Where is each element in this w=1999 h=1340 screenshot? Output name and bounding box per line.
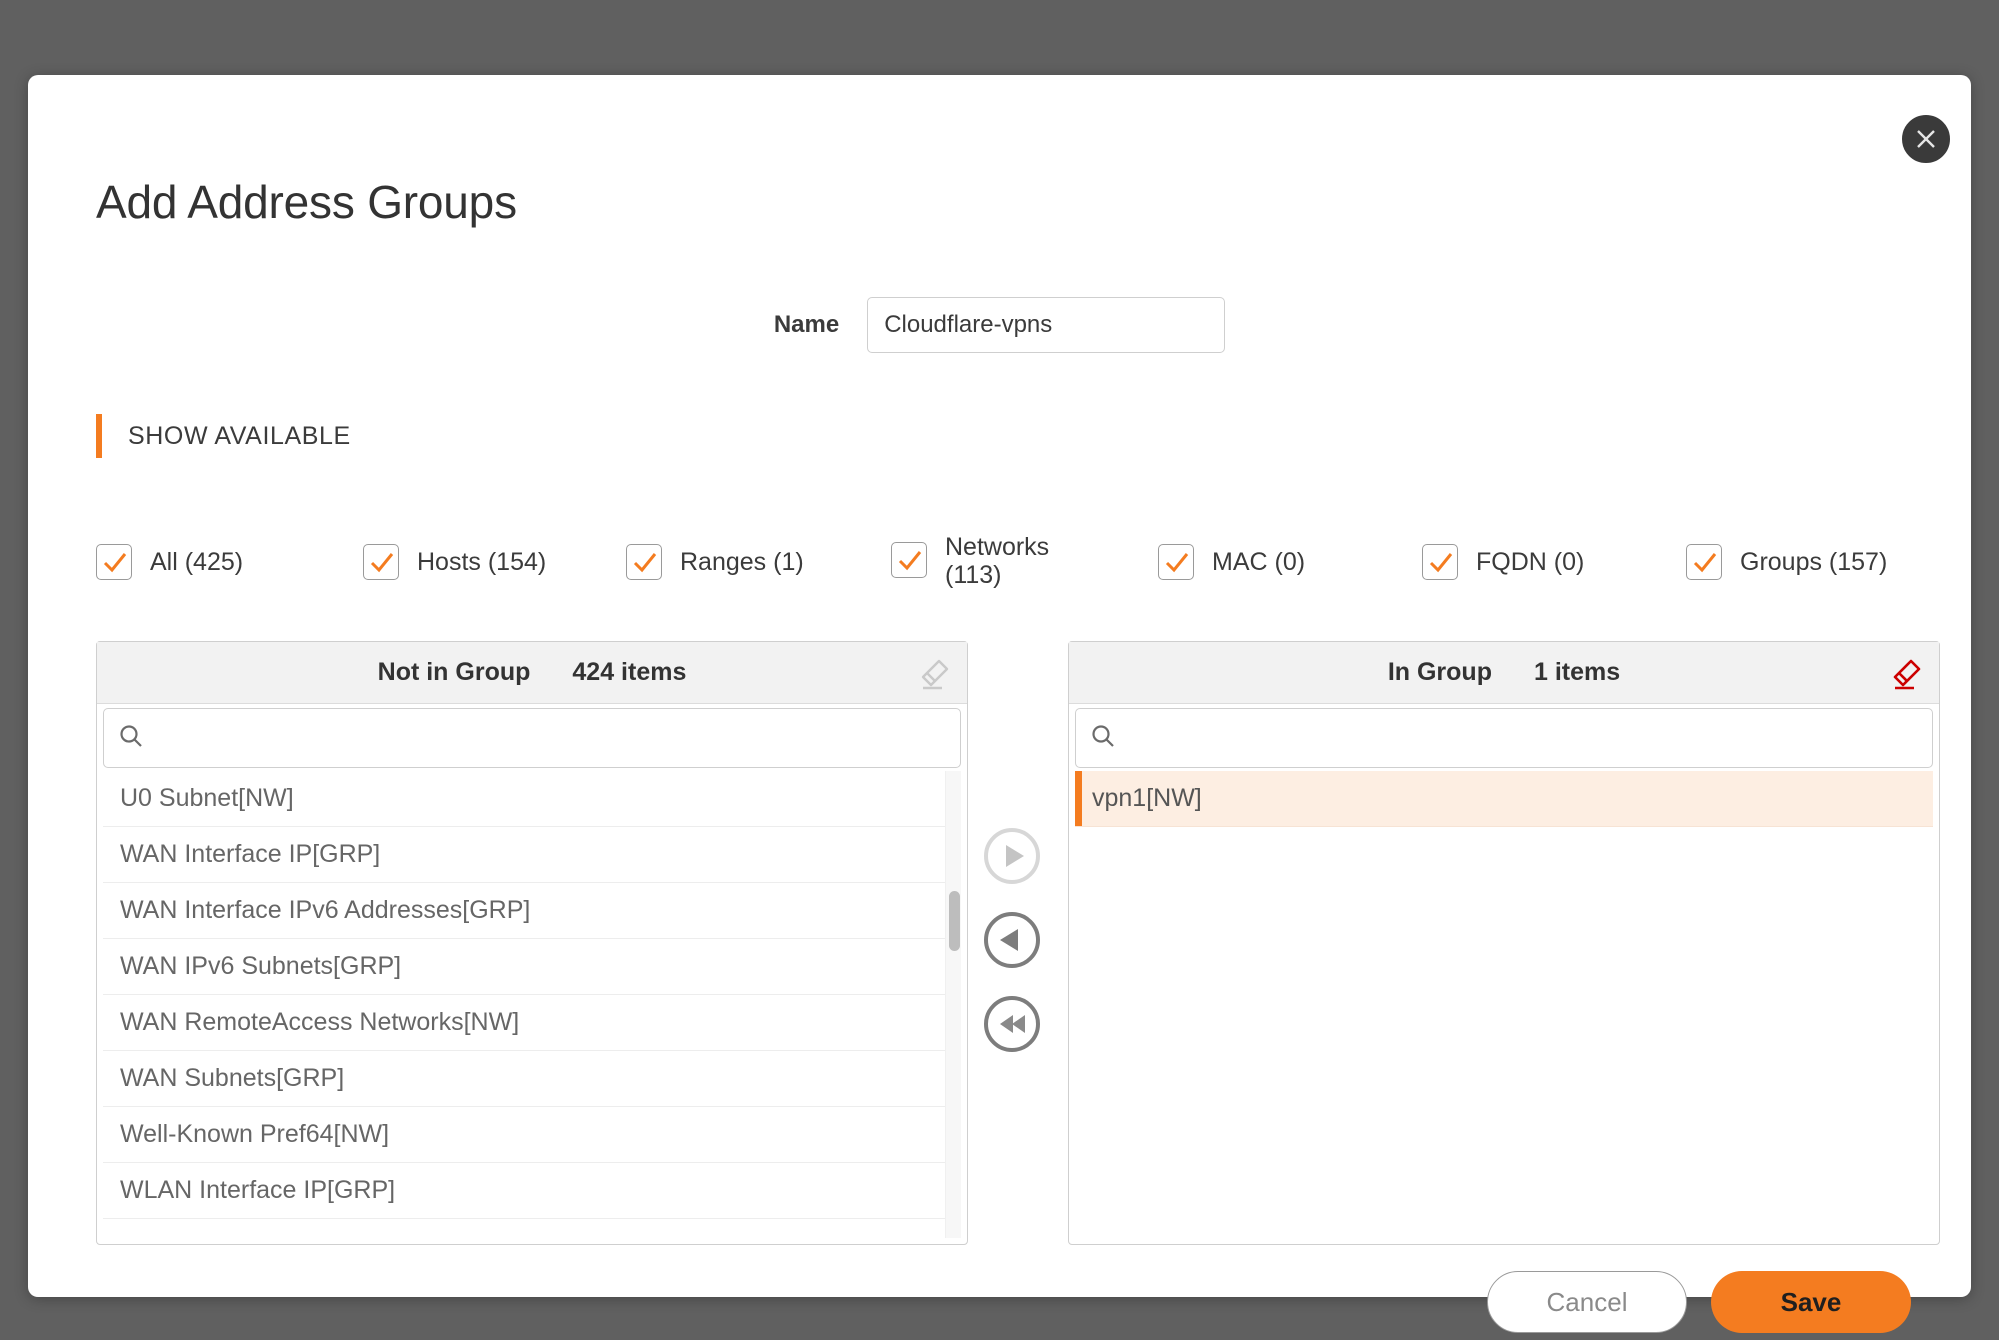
not-in-group-header: Not in Group 424 items — [97, 642, 967, 704]
filter-all[interactable]: All (425) — [96, 544, 243, 580]
move-right-button[interactable] — [983, 827, 1041, 885]
search-icon — [1090, 723, 1116, 754]
list-item[interactable]: WAN Subnets[GRP] — [103, 1051, 961, 1107]
accent-bar — [96, 414, 102, 458]
transfer-controls — [983, 827, 1053, 1079]
list-item[interactable]: WLAN Interface IP[GRP] — [103, 1163, 961, 1219]
checkbox-all[interactable] — [96, 544, 132, 580]
not-in-group-panel: Not in Group 424 items U0 Subnet[NW] — [96, 641, 968, 1245]
list-item[interactable]: U0 Subnet[NW] — [103, 771, 961, 827]
not-in-group-search[interactable] — [103, 708, 961, 768]
checkbox-fqdn[interactable] — [1422, 544, 1458, 580]
filter-groups-label: Groups (157) — [1740, 548, 1888, 576]
filter-mac[interactable]: MAC (0) — [1158, 544, 1305, 580]
save-button[interactable]: Save — [1711, 1271, 1911, 1333]
move-left-button[interactable] — [983, 911, 1041, 969]
filter-networks[interactable]: Networks (113) — [891, 531, 1049, 589]
in-group-header: In Group 1 items — [1069, 642, 1939, 704]
not-in-group-list[interactable]: U0 Subnet[NW] WAN Interface IP[GRP] WAN … — [103, 771, 961, 1238]
list-item[interactable]: vpn1[NW] — [1075, 771, 1933, 827]
list-item[interactable]: WAN RemoteAccess Networks[NW] — [103, 995, 961, 1051]
cancel-button[interactable]: Cancel — [1487, 1271, 1687, 1333]
filter-networks-label: Networks (113) — [945, 533, 1050, 589]
filter-ranges[interactable]: Ranges (1) — [626, 544, 804, 580]
name-row: Name — [28, 297, 1971, 353]
list-item[interactable]: Well-Known Pref64[NW] — [103, 1107, 961, 1163]
filter-hosts[interactable]: Hosts (154) — [363, 544, 546, 580]
not-in-group-title: Not in Group — [377, 658, 531, 686]
filter-mac-label: MAC (0) — [1212, 548, 1306, 576]
filter-fqdn-label: FQDN (0) — [1476, 548, 1585, 576]
filter-groups[interactable]: Groups (157) — [1686, 544, 1887, 580]
clear-right-eraser-icon[interactable] — [1887, 655, 1923, 691]
checkbox-networks[interactable] — [891, 542, 927, 578]
in-group-panel: In Group 1 items vpn1[NW] — [1068, 641, 1940, 1245]
page-title: Add Address Groups — [96, 176, 517, 228]
checkbox-groups[interactable] — [1686, 544, 1722, 580]
checkbox-ranges[interactable] — [626, 544, 662, 580]
close-button[interactable] — [1898, 111, 1954, 167]
list-item[interactable]: WAN Interface IPv6 Addresses[GRP] — [103, 883, 961, 939]
list-item[interactable]: WAN Interface IP[GRP] — [103, 827, 961, 883]
name-label: Name — [773, 311, 840, 338]
move-all-left-button[interactable] — [983, 995, 1041, 1053]
not-in-group-count: 424 items — [572, 658, 687, 686]
dialog-footer: Cancel Save — [28, 1271, 1971, 1333]
in-group-search-input[interactable] — [1116, 709, 1932, 767]
in-group-list[interactable]: vpn1[NW] — [1075, 771, 1933, 1238]
in-group-title: In Group — [1387, 658, 1492, 686]
filter-checkbox-row: All (425) Hosts (154) Ranges (1) Network… — [96, 527, 1916, 597]
filter-ranges-label: Ranges (1) — [680, 548, 804, 576]
list-item[interactable]: WAN IPv6 Subnets[GRP] — [103, 939, 961, 995]
filter-hosts-label: Hosts (154) — [417, 548, 547, 576]
clear-left-eraser-icon[interactable] — [915, 655, 951, 691]
filter-all-label: All (425) — [150, 548, 244, 576]
section-title: SHOW AVAILABLE — [128, 421, 351, 450]
not-in-group-scrollbar[interactable] — [945, 771, 961, 1238]
checkbox-hosts[interactable] — [363, 544, 399, 580]
name-input[interactable] — [867, 297, 1226, 353]
show-available-header: SHOW AVAILABLE — [96, 414, 351, 458]
add-address-groups-dialog: Add Address Groups Name SHOW AVAILABLE A… — [28, 75, 1971, 1333]
not-in-group-search-input[interactable] — [144, 709, 960, 767]
in-group-count: 1 items — [1533, 658, 1621, 686]
checkbox-mac[interactable] — [1158, 544, 1194, 580]
scrollbar-thumb[interactable] — [949, 891, 960, 951]
in-group-search[interactable] — [1075, 708, 1933, 768]
search-icon — [118, 723, 144, 754]
filter-fqdn[interactable]: FQDN (0) — [1422, 544, 1584, 580]
